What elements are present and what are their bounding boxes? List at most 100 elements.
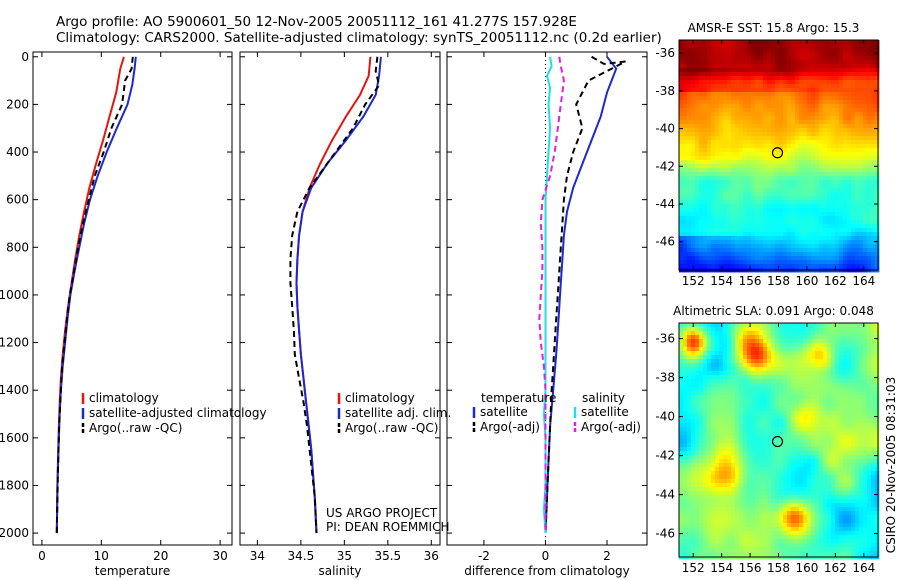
heatmap-cell (727, 339, 732, 344)
heatmap-cell (827, 459, 832, 464)
heatmap-cell (751, 228, 756, 233)
heatmap-cell (831, 80, 836, 85)
heatmap-cell (759, 415, 764, 420)
heatmap-cell (783, 152, 788, 157)
heatmap-cell (863, 188, 868, 193)
heatmap-cell (863, 415, 868, 420)
heatmap-cell (795, 423, 800, 428)
heatmap-cell (719, 64, 724, 69)
heatmap-cell (699, 399, 704, 404)
heatmap-cell (727, 172, 732, 177)
heatmap-cell (787, 116, 792, 121)
y-tick-label: 400 (6, 145, 29, 159)
heatmap-cell (819, 156, 824, 161)
heatmap-cell (787, 383, 792, 388)
heatmap-cell (683, 208, 688, 213)
heatmap-cell (679, 451, 684, 456)
heatmap-cell (779, 240, 784, 245)
heatmap-cell (839, 383, 844, 388)
heatmap-cell (751, 244, 756, 249)
heatmap-cell (803, 335, 808, 340)
heatmap-cell (847, 407, 852, 412)
heatmap-cell (851, 260, 856, 265)
heatmap-cell (739, 72, 744, 77)
heatmap-cell (771, 343, 776, 348)
heatmap-cell (851, 264, 856, 269)
heatmap-cell (755, 447, 760, 452)
heatmap-cell (775, 371, 780, 376)
heatmap-cell (695, 88, 700, 93)
heatmap-cell (767, 459, 772, 464)
heatmap-cell (867, 160, 872, 165)
heatmap-cell (871, 208, 876, 213)
heatmap-cell (735, 212, 740, 217)
heatmap-cell (779, 363, 784, 368)
heatmap-cell (739, 391, 744, 396)
heatmap-cell (703, 160, 708, 165)
heatmap-cell (843, 204, 848, 209)
heatmap-cell (771, 124, 776, 129)
heatmap-cell (723, 76, 728, 81)
heatmap-cell (815, 395, 820, 400)
heatmap-cell (867, 136, 872, 141)
heatmap-cell (815, 44, 820, 49)
heatmap-cell (719, 84, 724, 89)
heatmap-cell (775, 264, 780, 269)
heatmap-cell (795, 168, 800, 173)
heatmap-cell (711, 447, 716, 452)
heatmap-cell (711, 463, 716, 468)
heatmap-cell (795, 176, 800, 181)
heatmap-cell (831, 467, 836, 472)
heatmap-cell (727, 359, 732, 364)
heatmap-cell (735, 343, 740, 348)
heatmap-cell (831, 419, 836, 424)
heatmap-cell (835, 148, 840, 153)
heatmap-cell (707, 200, 712, 205)
heatmap-cell (839, 204, 844, 209)
heatmap-cell (723, 407, 728, 412)
heatmap-cell (679, 399, 684, 404)
heatmap-cell (759, 343, 764, 348)
heatmap-cell (803, 439, 808, 444)
heatmap-cell (831, 168, 836, 173)
heatmap-cell (747, 391, 752, 396)
heatmap-cell (683, 132, 688, 137)
heatmap-cell (859, 200, 864, 205)
heatmap-cell (767, 64, 772, 69)
heatmap-cell (723, 140, 728, 145)
heatmap-cell (747, 144, 752, 149)
heatmap-cell (791, 252, 796, 257)
heatmap-cell (715, 132, 720, 137)
heatmap-cell (811, 455, 816, 460)
heatmap-cell (871, 48, 876, 53)
heatmap-cell (819, 88, 824, 93)
heatmap-cell (839, 391, 844, 396)
heatmap-cell (835, 104, 840, 109)
heatmap-cell (751, 148, 756, 153)
heatmap-cell (771, 359, 776, 364)
heatmap-cell (747, 80, 752, 85)
heatmap-cell (679, 136, 684, 141)
heatmap-cell (803, 116, 808, 121)
heatmap-cell (695, 164, 700, 169)
heatmap-cell (791, 108, 796, 113)
heatmap-cell (871, 216, 876, 221)
heatmap-cell (707, 431, 712, 436)
heatmap-cell (767, 72, 772, 77)
heatmap-cell (711, 208, 716, 213)
heatmap-cell (799, 423, 804, 428)
heatmap-cell (855, 152, 860, 157)
heatmap-cell (715, 164, 720, 169)
heatmap-cell (847, 116, 852, 121)
heatmap-cell (847, 96, 852, 101)
heatmap-cell (771, 252, 776, 257)
heatmap-cell (791, 403, 796, 408)
heatmap-cell (795, 148, 800, 153)
heatmap-cell (863, 100, 868, 105)
heatmap-cell (839, 112, 844, 117)
heatmap-cell (795, 200, 800, 205)
heatmap-cell (795, 327, 800, 332)
heatmap-cell (751, 252, 756, 257)
heatmap-cell (783, 347, 788, 352)
heatmap-cell (871, 407, 876, 412)
